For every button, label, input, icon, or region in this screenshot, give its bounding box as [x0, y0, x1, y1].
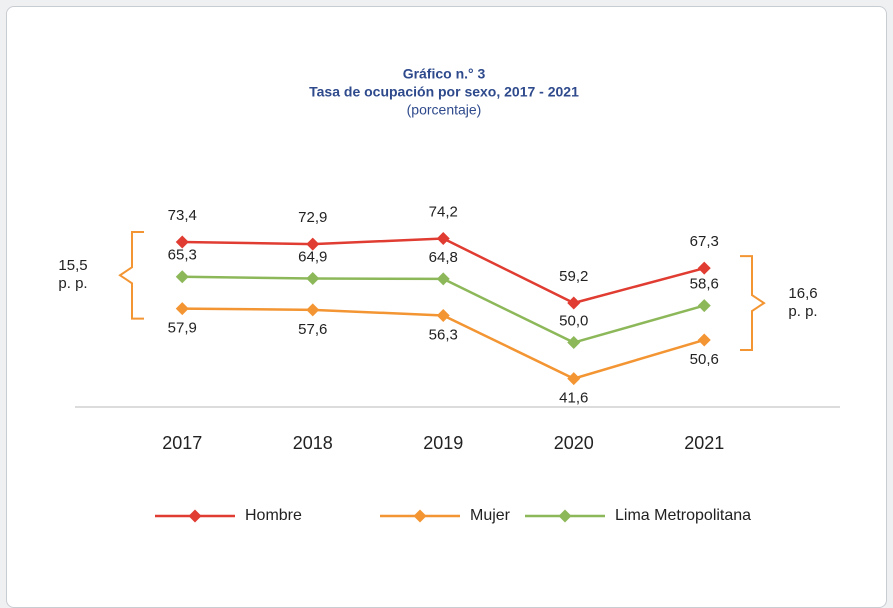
chart-title: Gráfico n.° 3: [403, 66, 486, 82]
frame: [6, 6, 887, 608]
point: [697, 333, 711, 347]
point: [697, 261, 711, 275]
unit-label: (porcentaje): [407, 102, 482, 118]
legend-marker: [558, 509, 572, 523]
point: [306, 237, 320, 251]
value-label: 57,9: [168, 320, 197, 337]
value-label: 58,6: [690, 276, 719, 293]
point: [567, 372, 581, 386]
chart-subtitle: Tasa de ocupación por sexo, 2017 - 2021: [309, 84, 579, 100]
value-label: 64,9: [298, 248, 327, 265]
value-label: 41,6: [559, 390, 588, 407]
point: [436, 272, 450, 286]
point: [567, 296, 581, 310]
value-label: 74,2: [429, 203, 458, 220]
value-label: 72,9: [298, 209, 327, 226]
point: [175, 270, 189, 284]
point: [175, 302, 189, 316]
value-label: 59,2: [559, 268, 588, 285]
point: [306, 303, 320, 317]
value-label: 56,3: [429, 326, 458, 343]
legend-marker: [188, 509, 202, 523]
value-label: 57,6: [298, 321, 327, 338]
x-tick-label: 2019: [423, 433, 463, 453]
point: [436, 308, 450, 322]
legend-label: Lima Metropolitana: [615, 507, 751, 524]
value-label: 73,4: [168, 207, 197, 224]
point: [436, 232, 450, 246]
annotation: p. p.: [788, 303, 817, 320]
x-tick-label: 2018: [293, 433, 333, 453]
point: [697, 299, 711, 313]
point: [175, 235, 189, 249]
value-label: 50,6: [690, 351, 719, 368]
x-tick-label: 2021: [684, 433, 724, 453]
legend-marker: [413, 509, 427, 523]
value-label: 65,3: [168, 247, 197, 264]
annotation: 15,5: [58, 257, 87, 274]
x-tick-label: 2017: [162, 433, 202, 453]
value-label: 67,3: [690, 233, 719, 250]
value-label: 64,8: [429, 249, 458, 266]
annotation: 16,6: [788, 285, 817, 302]
legend-label: Hombre: [245, 507, 302, 524]
point: [306, 271, 320, 285]
x-tick-label: 2020: [554, 433, 594, 453]
point: [567, 336, 581, 350]
brace: [740, 255, 766, 351]
chart: Gráfico n.° 3 Tasa de ocupación por sexo…: [58, 66, 840, 524]
brace: [118, 230, 144, 320]
legend-label: Mujer: [470, 507, 511, 524]
value-label: 50,0: [559, 313, 588, 330]
annotation: p. p.: [58, 275, 87, 292]
